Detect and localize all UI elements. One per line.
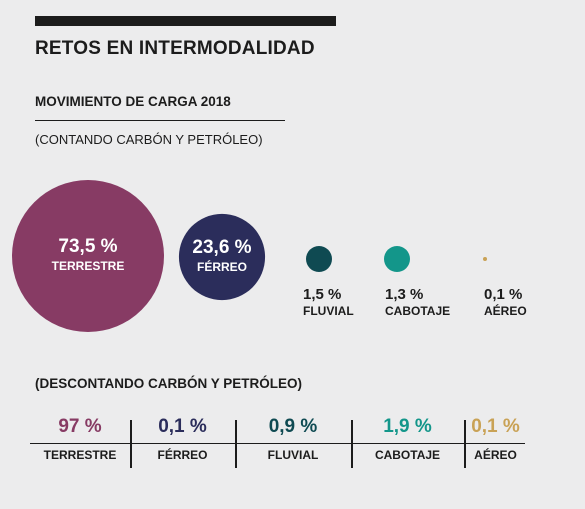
bubble-value-ferreo: 23,6 % <box>192 237 251 258</box>
page-title: RETOS EN INTERMODALIDAD <box>35 38 315 59</box>
header-bar <box>35 16 336 26</box>
table-cell-ferreo: 0,1 % FÉRREO <box>130 412 235 468</box>
bubble-aereo <box>483 257 487 261</box>
table-cell-cabotaje: 1,9 % CABOTAJE <box>351 412 464 468</box>
table-label-ferreo: FÉRREO <box>157 448 208 462</box>
bubble-fluvial <box>306 246 332 272</box>
table-separator <box>130 420 132 468</box>
bubble-value-fluvial: 1,5 % <box>303 286 341 303</box>
table-label-cabotaje: CABOTAJE <box>374 448 441 462</box>
bubble-cabotaje <box>384 246 410 272</box>
subtitle-divider <box>35 120 285 121</box>
bubble-label-aereo: AÉREO <box>484 303 527 318</box>
note-with-coal-oil: (CONTANDO CARBÓN Y PETRÓLEO) <box>35 132 263 147</box>
table-value-fluvial: 0,9 % <box>268 416 318 437</box>
bubble-terrestre <box>12 180 164 332</box>
bubble-ferreo <box>178 213 266 301</box>
table-separator <box>351 420 353 468</box>
bubble-value-aereo: 0,1 % <box>484 286 522 303</box>
table-value-ferreo: 0,1 % <box>158 416 207 437</box>
bubble-chart: 73,5 % TERRESTRE 23,6 %FÉRREO 1,5 %FLUVIAL 1… <box>12 180 527 332</box>
table-value-terrestre: 97 % <box>58 416 102 437</box>
table-label-fluvial: FLUVIAL <box>267 448 319 462</box>
bubble-label-ferreo: FÉRREO <box>197 259 247 274</box>
note-without-coal-oil: (DESCONTANDO CARBÓN Y PETRÓLEO) <box>35 376 303 391</box>
table-separator <box>235 420 237 468</box>
share-table: 97 % TERRESTRE 0,1 % FÉRREO 0,9 % FLUVIAL 1,9 … <box>30 412 530 472</box>
table-cell-aereo: 0,1 % AÉREO <box>464 412 527 468</box>
table-value-aereo: 0,1 % <box>471 416 520 437</box>
bubble-label-cabotaje: CABOTAJE <box>385 304 450 318</box>
table-value-cabotaje: 1,9 % <box>383 416 432 437</box>
bubble-value-terrestre: 73,5 % <box>58 236 117 257</box>
bubble-label-terrestre: TERRESTRE <box>52 259 125 273</box>
bubble-label-fluvial: FLUVIAL <box>303 304 354 318</box>
table-cell-fluvial: 0,9 % FLUVIAL <box>235 412 351 468</box>
chart-subtitle: MOVIMIENTO DE CARGA 2018 <box>35 94 231 109</box>
table-divider <box>30 443 525 444</box>
table-label-terrestre: TERRESTRE <box>43 448 117 462</box>
table-separator <box>464 420 466 468</box>
table-label-aereo: AÉREO <box>474 448 517 462</box>
table-cell-terrestre: 97 % TERRESTRE <box>30 412 130 468</box>
bubble-value-cabotaje: 1,3 % <box>385 286 423 303</box>
